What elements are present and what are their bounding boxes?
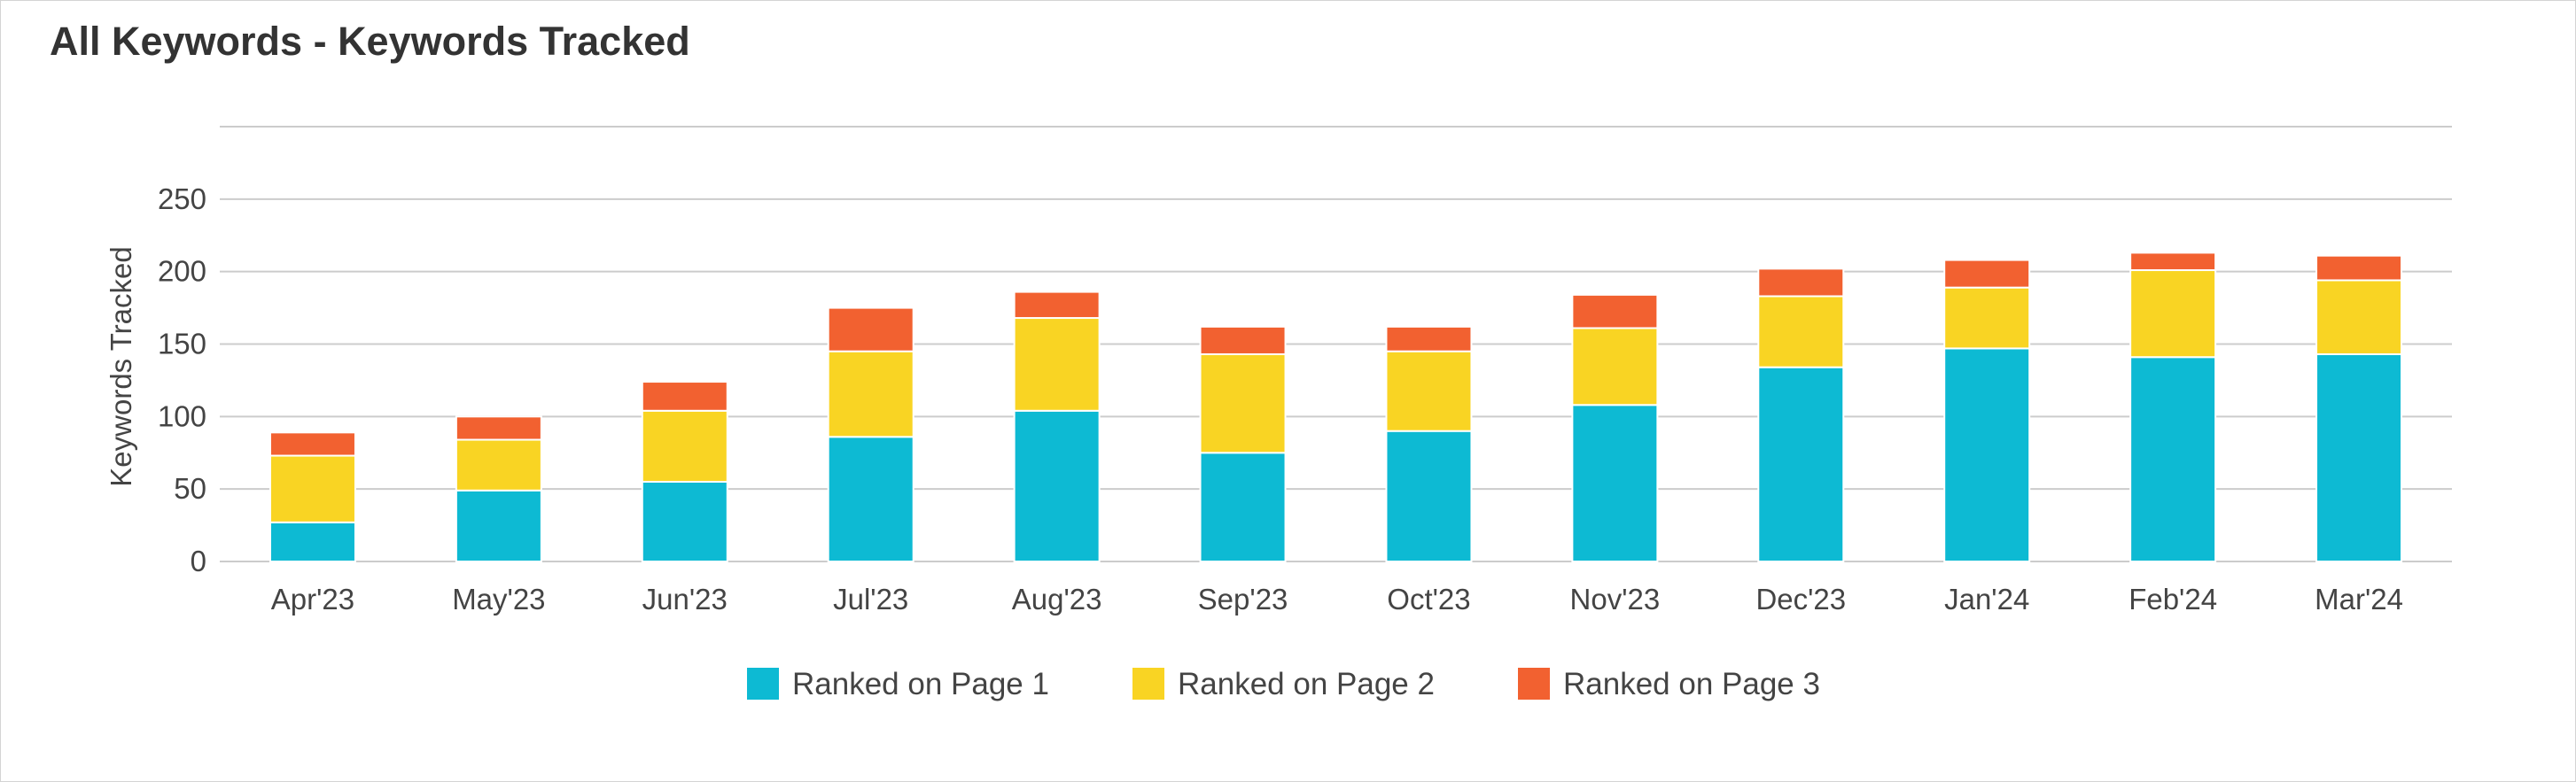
bar-segment bbox=[455, 438, 542, 492]
grid-lines bbox=[220, 126, 2452, 562]
bar-segment bbox=[2315, 279, 2403, 355]
bar-segment bbox=[1943, 259, 2031, 289]
bar-segment bbox=[1943, 347, 2031, 562]
legend-swatch[interactable] bbox=[747, 668, 779, 700]
y-tick-label: 50 bbox=[174, 472, 206, 505]
x-tick-label: Feb'24 bbox=[2129, 583, 2217, 616]
x-tick-label: Oct'23 bbox=[1387, 583, 1470, 616]
x-tick-label: Jun'23 bbox=[642, 583, 728, 616]
bar-segment bbox=[1757, 295, 1845, 368]
bar-segment bbox=[2315, 352, 2403, 562]
x-tick-label: Aug'23 bbox=[1012, 583, 1102, 616]
bar-segment bbox=[1571, 404, 1659, 562]
legend-label[interactable]: Ranked on Page 2 bbox=[1178, 667, 1435, 701]
bar-segment bbox=[2129, 269, 2217, 359]
legend-label[interactable]: Ranked on Page 3 bbox=[1563, 667, 1820, 701]
bar-segment bbox=[641, 409, 728, 483]
y-tick-label: 150 bbox=[158, 328, 206, 360]
bar-segment bbox=[455, 489, 542, 563]
x-tick-label: Jan'24 bbox=[1944, 583, 2029, 616]
bar-segment bbox=[2129, 252, 2217, 272]
y-tick-label: 100 bbox=[158, 399, 206, 432]
x-tick-label: Apr'23 bbox=[271, 583, 354, 616]
bar-segment bbox=[827, 306, 914, 352]
bar-segment bbox=[455, 415, 542, 441]
bar-segment bbox=[1199, 452, 1287, 562]
bars bbox=[268, 252, 2403, 563]
legend-label[interactable]: Ranked on Page 1 bbox=[792, 667, 1049, 701]
bar-segment bbox=[1571, 327, 1659, 406]
bar-segment bbox=[268, 521, 356, 562]
axes: 0 50 100 150 200 250 Apr'23 May'23 Jun'23 Jul'23 A… bbox=[158, 182, 2403, 616]
x-tick-label: May'23 bbox=[452, 583, 545, 616]
legend-swatch[interactable] bbox=[1518, 668, 1550, 700]
x-tick-label: Sep'23 bbox=[1198, 583, 1288, 616]
bar-segment bbox=[1013, 317, 1101, 412]
bar-segment bbox=[641, 381, 728, 412]
bar-segment bbox=[1571, 293, 1659, 329]
bar-segment bbox=[1757, 267, 1845, 298]
bar-segment bbox=[1943, 286, 2031, 350]
bar-segment bbox=[1385, 430, 1473, 563]
y-tick-label: 250 bbox=[158, 182, 206, 215]
bar-segment bbox=[1013, 290, 1101, 320]
y-axis-title: Keywords Tracked bbox=[105, 246, 137, 486]
bar-segment bbox=[827, 436, 914, 562]
bar-segment bbox=[268, 454, 356, 523]
bar-segment bbox=[1385, 350, 1473, 432]
chart-title: All Keywords - Keywords Tracked bbox=[50, 19, 690, 64]
bar-segment bbox=[1757, 366, 1845, 563]
x-tick-label: Nov'23 bbox=[1570, 583, 1661, 616]
x-tick-label: Mar'24 bbox=[2315, 583, 2403, 616]
bar-segment bbox=[1013, 409, 1101, 562]
bar-segment bbox=[641, 480, 728, 563]
y-tick-label: 0 bbox=[191, 545, 206, 577]
bar-segment bbox=[268, 431, 356, 457]
bar-segment bbox=[1199, 325, 1287, 355]
legend-swatch[interactable] bbox=[1132, 668, 1164, 700]
legend: Ranked on Page 1 Ranked on Page 2 Ranked o… bbox=[747, 667, 1820, 701]
bar-segment bbox=[1385, 325, 1473, 352]
bar-segment bbox=[1199, 352, 1287, 454]
x-tick-label: Dec'23 bbox=[1755, 583, 1846, 616]
bar-segment bbox=[2129, 356, 2217, 563]
x-tick-label: Jul'23 bbox=[833, 583, 908, 616]
bar-segment bbox=[2315, 254, 2403, 282]
y-tick-label: 200 bbox=[158, 255, 206, 288]
bar-segment bbox=[827, 350, 914, 438]
